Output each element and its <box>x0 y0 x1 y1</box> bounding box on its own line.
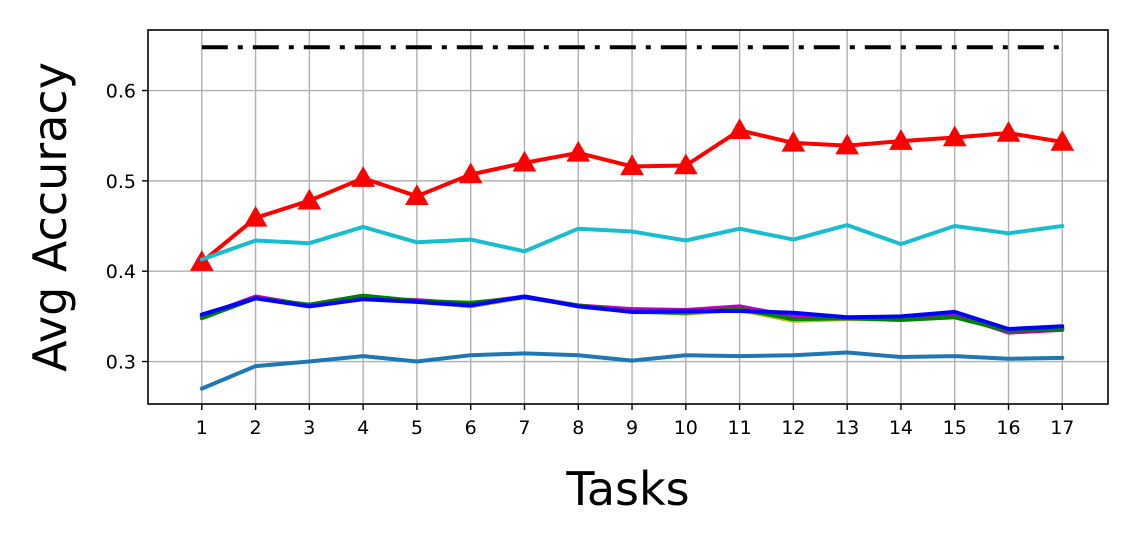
series-marker <box>727 118 752 140</box>
series-marker <box>566 140 591 162</box>
series-line <box>199 223 1065 262</box>
x-tick-label: 12 <box>781 417 805 439</box>
series-marker <box>297 188 322 210</box>
series-7 <box>199 350 1065 391</box>
x-tick-label: 6 <box>465 417 477 439</box>
series-marker <box>1050 130 1075 151</box>
x-tick-label: 2 <box>250 417 262 439</box>
x-tick-label: 11 <box>728 417 752 439</box>
x-tick-label: 16 <box>996 417 1020 439</box>
series-marker <box>889 129 913 150</box>
series-2 <box>199 223 1065 262</box>
x-tick-label: 17 <box>1050 417 1074 439</box>
x-tick-label: 3 <box>303 417 315 439</box>
x-tick-label: 1 <box>196 417 208 439</box>
x-tick-label: 10 <box>674 417 698 439</box>
series-marker <box>458 162 483 184</box>
y-tick-label: 0.3 <box>106 352 136 374</box>
series-marker <box>512 150 537 172</box>
y-axis-title: Avg Accuracy <box>23 62 77 372</box>
series-marker <box>673 153 698 175</box>
series-marker <box>781 130 806 152</box>
y-tick-label: 0.4 <box>106 261 136 283</box>
series-marker <box>942 125 967 147</box>
x-tick-label: 14 <box>889 417 913 439</box>
x-tick-label: 8 <box>572 417 584 439</box>
x-tick-label: 5 <box>411 417 423 439</box>
series-marker <box>835 133 860 155</box>
ticks: 1 2 3 4 5 6 7 8 9 10 11 12 13 14 15 16 170.30.40.50.6 <box>106 81 1075 439</box>
x-tick-label: 15 <box>943 417 967 439</box>
plot-area <box>189 45 1075 391</box>
axes-frame <box>147 29 1109 405</box>
series-marker <box>620 154 644 176</box>
series-line <box>199 350 1065 391</box>
series-marker <box>405 184 429 205</box>
series-line <box>199 294 1065 331</box>
series-marker <box>996 120 1021 142</box>
x-tick-label: 4 <box>357 417 369 439</box>
series-marker <box>243 205 268 227</box>
x-axis-title: Tasks <box>565 462 689 516</box>
series-marker <box>351 166 375 187</box>
x-tick-label: 7 <box>518 417 530 439</box>
x-tick-label: 13 <box>835 417 859 439</box>
y-tick-label: 0.5 <box>106 171 136 193</box>
y-tick-label: 0.6 <box>106 81 136 103</box>
x-tick-label: 9 <box>626 417 638 439</box>
series-6 <box>199 294 1065 331</box>
